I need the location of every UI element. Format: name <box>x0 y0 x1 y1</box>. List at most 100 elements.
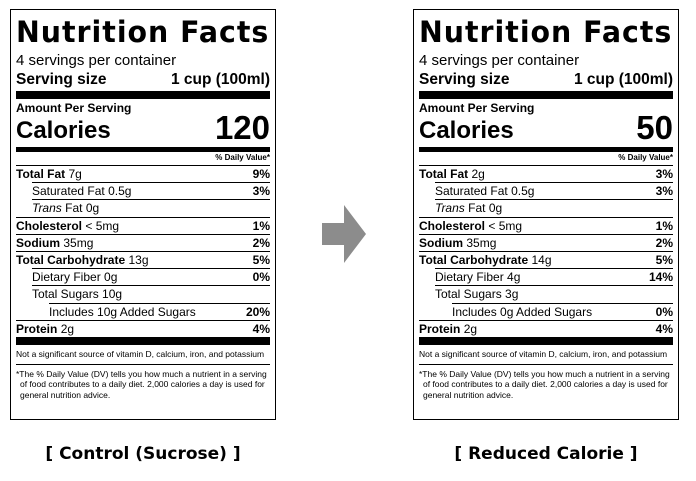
nutrient-name: Dietary Fiber <box>435 270 504 285</box>
divider-thick <box>419 336 673 345</box>
nutrient-row-protein: Protein 2g 4% <box>16 319 270 337</box>
nutrient-row-total-sugars: Total Sugars 10g <box>32 285 270 302</box>
serving-size-row: Serving size 1 cup (100ml) <box>16 71 270 91</box>
nutrient-row-trans-fat: Trans Fat 0g <box>435 199 673 216</box>
nutrient-amount: 35mg <box>63 235 94 250</box>
nutrient-pct: 14% <box>648 270 673 285</box>
daily-value-footnote: *The % Daily Value (DV) tells you how mu… <box>16 368 267 400</box>
nutrient-amount: 4g <box>507 270 521 285</box>
nutrient-name-suffix: Fat <box>468 201 486 216</box>
nutrient-name: Total Fat <box>16 167 66 181</box>
nutrient-row-cholesterol: Cholesterol < 5mg 1% <box>16 216 270 234</box>
nutrient-row-total-fat: Total Fat 2g 3% <box>419 165 673 182</box>
amount-per-serving: Amount Per Serving <box>419 101 535 115</box>
nutrient-row-added-sugars: Includes 10g Added Sugars 20% <box>49 302 270 320</box>
nutrient-pct: 3% <box>252 184 270 199</box>
nutrient-pct: 4% <box>252 321 270 336</box>
nutrient-pct: 2% <box>252 235 270 250</box>
right-arrow-icon <box>322 205 366 263</box>
caption-control: [ Control (Sucrose) ] <box>45 444 241 464</box>
serving-size-value: 1 cup (100ml) <box>573 71 673 88</box>
daily-value-header: % Daily Value* <box>215 153 270 162</box>
divider-medium <box>16 147 270 152</box>
nutrient-pct: 0% <box>252 270 270 285</box>
nutrient-row-sodium: Sodium 35mg 2% <box>419 233 673 251</box>
nutrient-amount: < 5mg <box>488 218 523 233</box>
nutrient-pct: 0% <box>655 304 673 319</box>
nutrient-name: Total Carbohydrate <box>419 252 529 267</box>
serving-size-value: 1 cup (100ml) <box>170 71 270 88</box>
nutrient-amount: 2g <box>463 321 478 336</box>
nutrient-row-dietary-fiber: Dietary Fiber 0g 0% <box>32 268 270 285</box>
calories-row: Calories 120 <box>16 109 270 146</box>
nutrient-amount: 0g <box>104 270 118 285</box>
nutrient-name: Includes 10g Added Sugars <box>49 304 196 319</box>
nutrient-pct: 1% <box>252 218 270 233</box>
nutrient-amount: 13g <box>128 252 149 267</box>
nutrient-row-sodium: Sodium 35mg 2% <box>16 233 270 251</box>
nutrient-name: Total Carbohydrate <box>16 252 126 267</box>
nutrient-note: Not a significant source of vitamin D, c… <box>419 348 668 359</box>
serving-size-label: Serving size <box>16 71 107 88</box>
calories-value: 120 <box>214 109 270 146</box>
nutrient-amount: 0.5g <box>511 184 535 199</box>
calories-label: Calories <box>419 117 514 144</box>
nutrient-row-total-carbohydrate: Total Carbohydrate 13g 5% <box>16 250 270 268</box>
divider-medium <box>419 147 673 152</box>
nutrient-name: Saturated Fat <box>32 184 105 199</box>
nutrient-name: Total Sugars <box>32 287 99 302</box>
nutrient-amount: 0.5g <box>108 184 132 199</box>
nutrient-row-total-sugars: Total Sugars 3g <box>435 285 673 302</box>
divider-thick <box>16 336 270 345</box>
nutrient-name: Includes 0g Added Sugars <box>452 304 593 319</box>
nutrient-row-saturated-fat: Saturated Fat 0.5g 3% <box>435 182 673 199</box>
nutrient-row-trans-fat: Trans Fat 0g <box>32 199 270 216</box>
caption-reduced-calorie: [ Reduced Calorie ] <box>454 444 638 464</box>
nutrient-pct: 1% <box>655 218 673 233</box>
nutrient-name: Sodium <box>419 235 463 250</box>
nutrient-row-cholesterol: Cholesterol < 5mg 1% <box>419 216 673 234</box>
nutrient-name: Trans <box>32 201 62 216</box>
divider-thick <box>419 91 673 99</box>
divider-thin <box>16 363 270 365</box>
nutrient-pct: 2% <box>655 235 673 250</box>
nutrient-amount: 3g <box>505 287 519 302</box>
nutrient-name: Cholesterol <box>419 218 486 233</box>
nutrient-row-saturated-fat: Saturated Fat 0.5g 3% <box>32 182 270 199</box>
divider-thin <box>419 363 673 365</box>
nutrient-row-dietary-fiber: Dietary Fiber 4g 14% <box>435 268 673 285</box>
nutrient-amount: < 5mg <box>85 218 120 233</box>
nutrient-pct: 5% <box>252 252 270 267</box>
nutrient-amount: 0g <box>488 201 503 216</box>
nutrient-amount: 14g <box>531 252 552 267</box>
serving-size-row: Serving size 1 cup (100ml) <box>419 71 673 91</box>
daily-value-footnote: *The % Daily Value (DV) tells you how mu… <box>419 368 670 400</box>
serving-size-label: Serving size <box>419 71 510 88</box>
nutrient-row-protein: Protein 2g 4% <box>419 319 673 337</box>
nutrient-pct: 3% <box>655 167 673 181</box>
nutrient-name: Saturated Fat <box>435 184 508 199</box>
nutrient-pct: 20% <box>245 304 270 319</box>
nutrient-amount: 2g <box>60 321 75 336</box>
calories-value: 50 <box>636 109 673 146</box>
nutrient-amount: 2g <box>471 167 485 181</box>
nutrient-amount: 0g <box>85 201 100 216</box>
nutrient-name-suffix: Fat <box>65 201 83 216</box>
label-title: Nutrition Facts <box>16 15 270 49</box>
servings-per-container: 4 servings per container <box>16 52 177 69</box>
nutrient-row-total-fat: Total Fat 7g 9% <box>16 165 270 182</box>
nutrient-note: Not a significant source of vitamin D, c… <box>16 348 265 359</box>
label-title: Nutrition Facts <box>419 15 673 49</box>
divider-thick <box>16 91 270 99</box>
nutrient-amount: 7g <box>68 167 82 181</box>
nutrient-name: Protein <box>419 321 461 336</box>
nutrient-pct: 5% <box>655 252 673 267</box>
nutrient-amount: 10g <box>102 287 123 302</box>
nutrient-amount: 35mg <box>466 235 497 250</box>
nutrition-label-reduced-calorie: Nutrition Facts 4 servings per container… <box>413 9 679 420</box>
nutrient-name: Cholesterol <box>16 218 83 233</box>
amount-per-serving: Amount Per Serving <box>16 101 132 115</box>
nutrient-name: Dietary Fiber <box>32 270 101 285</box>
nutrient-pct: 4% <box>655 321 673 336</box>
nutrient-name: Protein <box>16 321 58 336</box>
